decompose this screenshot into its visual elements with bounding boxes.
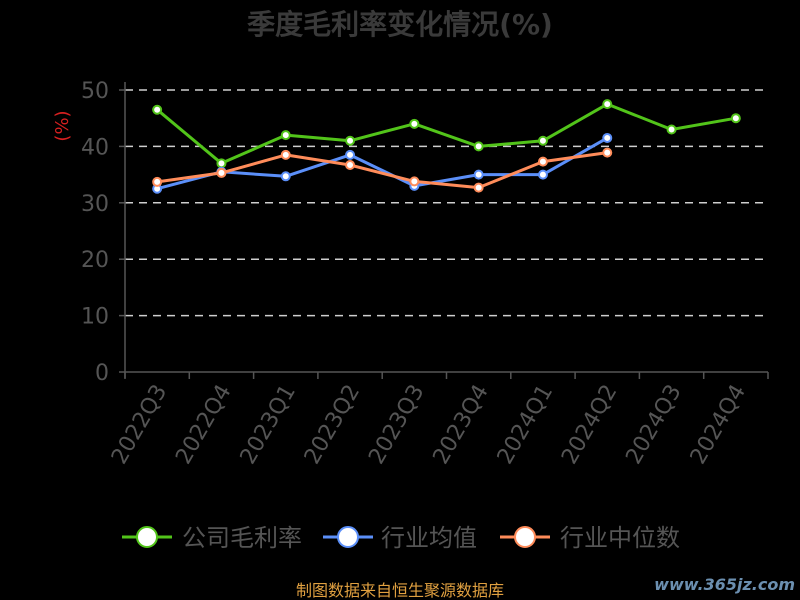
data-point[interactable] — [666, 124, 677, 135]
data-point[interactable] — [345, 135, 356, 146]
legend-item[interactable]: 公司毛利率 — [122, 524, 302, 552]
data-point[interactable] — [602, 99, 613, 110]
grid-lines — [125, 89, 768, 317]
legend-label: 行业中位数 — [560, 524, 680, 552]
x-tick-label: 2023Q2 — [300, 381, 365, 469]
x-tick-label: 2023Q1 — [236, 381, 301, 469]
data-point[interactable] — [537, 169, 548, 180]
x-tick-label: 2022Q4 — [171, 381, 236, 469]
data-point[interactable] — [216, 167, 227, 178]
data-point[interactable] — [345, 160, 356, 171]
y-tick-label: 50 — [81, 79, 109, 104]
legend-label: 公司毛利率 — [182, 524, 302, 552]
x-tick-label: 2024Q4 — [686, 381, 751, 469]
legend-item[interactable]: 行业均值 — [323, 524, 477, 552]
x-tick-label: 2022Q3 — [107, 381, 172, 469]
data-point[interactable] — [473, 141, 484, 152]
data-point[interactable] — [345, 149, 356, 160]
legend-marker — [514, 526, 536, 548]
data-point[interactable] — [602, 132, 613, 143]
y-tick-label: 20 — [81, 248, 109, 273]
data-point[interactable] — [537, 135, 548, 146]
chart-title: 季度毛利率变化情况(%) — [247, 8, 553, 41]
data-point[interactable] — [730, 113, 741, 124]
data-point[interactable] — [280, 171, 291, 182]
data-point[interactable] — [537, 156, 548, 167]
y-tick-label: 10 — [81, 305, 109, 330]
x-tick-label: 2024Q3 — [621, 381, 686, 469]
x-tick-label: 2023Q4 — [429, 381, 494, 469]
series-line — [156, 102, 737, 165]
data-source-note: 制图数据来自恒生聚源数据库 — [296, 581, 504, 600]
y-axis-unit: (%) — [52, 110, 73, 141]
series-1 — [152, 99, 741, 169]
legend-label: 行业均值 — [381, 524, 477, 552]
data-point[interactable] — [409, 176, 420, 187]
data-point[interactable] — [473, 169, 484, 180]
x-tick-label: 2023Q3 — [364, 381, 429, 469]
x-tick-label: 2024Q2 — [557, 381, 622, 469]
data-point[interactable] — [280, 149, 291, 160]
series-3 — [152, 147, 613, 193]
legend-item[interactable]: 行业中位数 — [500, 524, 680, 552]
data-point[interactable] — [152, 104, 163, 115]
data-point[interactable] — [216, 158, 227, 169]
y-tick-label: 30 — [81, 192, 109, 217]
legend-marker — [337, 526, 359, 548]
data-point[interactable] — [602, 147, 613, 158]
series-line — [156, 136, 609, 191]
axes: 010203040502022Q32022Q42023Q12023Q22023Q… — [81, 79, 769, 469]
watermark: www.365jz.com — [654, 575, 795, 594]
data-point[interactable] — [152, 176, 163, 187]
x-tick-label: 2024Q1 — [493, 381, 558, 469]
data-point[interactable] — [473, 182, 484, 193]
series-line — [156, 151, 608, 190]
legend[interactable]: 公司毛利率 行业均值 行业中位数 — [122, 524, 680, 552]
data-point[interactable] — [409, 118, 420, 129]
series-lines — [152, 99, 741, 194]
legend-marker — [136, 526, 158, 548]
y-tick-label: 0 — [95, 361, 109, 386]
data-point[interactable] — [280, 130, 291, 141]
y-tick-label: 40 — [81, 135, 109, 160]
